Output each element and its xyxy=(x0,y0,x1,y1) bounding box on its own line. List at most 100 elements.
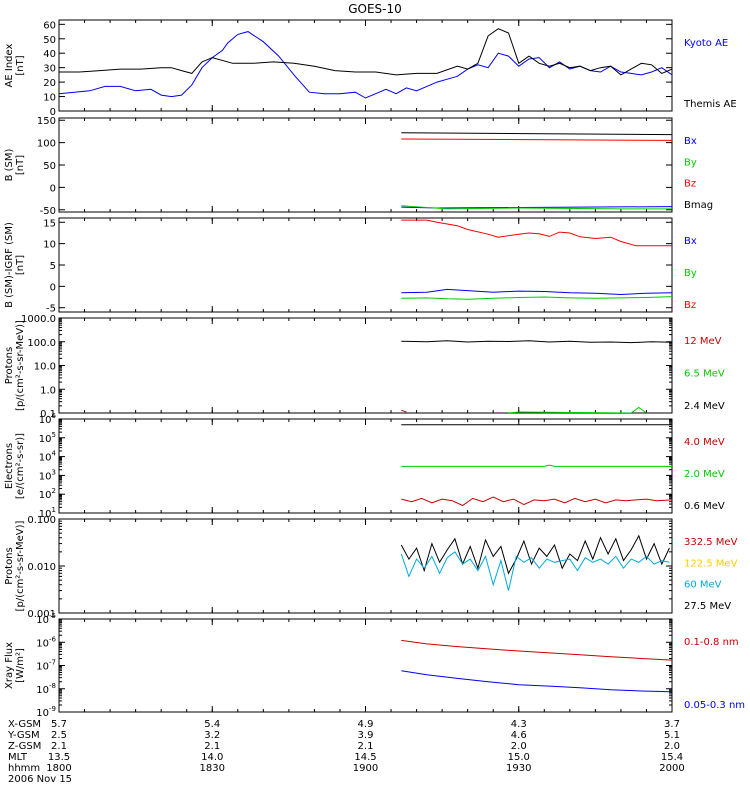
legend-label: 27.5 MeV xyxy=(684,601,731,612)
panel-frame xyxy=(58,19,673,112)
panel-protons2: 0.001 0.010 0.100 Protons [p/(cm²-s-sr-MeV)]… xyxy=(4,515,738,620)
ephem-value: 2.0 xyxy=(511,741,527,752)
y-tick-label: 10 xyxy=(43,240,56,251)
legend-label: 0.05-0.3 nm xyxy=(684,700,745,711)
y-tick-label: 150 xyxy=(37,116,56,127)
series-bx xyxy=(401,288,672,296)
series-12-mev xyxy=(401,409,407,413)
y-tick-label: 104 xyxy=(39,450,57,464)
ephem-value: 13.5 xyxy=(48,752,70,763)
y-tick-label: 0.010 xyxy=(27,562,56,573)
y-tick-label: 101 xyxy=(39,506,56,520)
panel-bsm: -50 0 50 100 150 B (SM) [nT] Bx By Bz Bmag xyxy=(4,116,713,217)
y-axis-unit: [p/(cm²-s-sr-MeV)] xyxy=(15,520,26,611)
series-0-05-0-3-nm xyxy=(401,670,672,693)
ephem-value: 1930 xyxy=(506,763,531,774)
y-tick-label: 0 xyxy=(50,282,56,293)
series-by xyxy=(401,296,672,300)
ephem-value: 14.0 xyxy=(201,752,223,763)
series-bz xyxy=(401,219,672,247)
series-bmag xyxy=(401,132,672,136)
ephem-value: 5.4 xyxy=(204,719,220,730)
y-tick-label: 20 xyxy=(43,78,56,89)
legend-label: Bz xyxy=(684,179,696,190)
legend-label: By xyxy=(684,268,697,279)
panel-xray: 10-9 10-8 10-7 10-6 10-5 Xray Flux [W/m²] 0.1-0… xyxy=(4,612,745,719)
ephem-value: 1900 xyxy=(353,763,378,774)
y-tick-label: -5 xyxy=(46,304,56,315)
series-group xyxy=(401,132,672,210)
ephem-value: 2.5 xyxy=(51,730,67,741)
panel-frame xyxy=(58,117,673,213)
legend-label: Bz xyxy=(684,300,696,311)
y-tick-label: 103 xyxy=(39,468,56,482)
legend-label: Bx xyxy=(684,136,697,147)
y-tick-label: 15 xyxy=(43,218,56,229)
ephem-row-label: X-GSM xyxy=(8,719,41,730)
series-bz xyxy=(401,138,672,141)
ephem-value: 15.0 xyxy=(508,752,530,763)
y-tick-label: 10.0 xyxy=(34,362,56,373)
ephem-value: 3.9 xyxy=(358,730,374,741)
legend-label: 122.5 MeV xyxy=(684,558,738,569)
y-axis-label: B (SM)-IGRF (SM) xyxy=(4,222,15,308)
y-tick-label: 1000.0 xyxy=(21,314,56,325)
y-tick-label: 50 xyxy=(43,35,56,46)
series-bx xyxy=(401,206,672,209)
legend-label: 12 MeV xyxy=(684,336,722,347)
ephem-row-label: Z-GSM xyxy=(8,741,41,752)
panel-frame xyxy=(58,618,673,713)
legend-label: Themis AE xyxy=(683,99,737,110)
y-axis-unit: [nT] xyxy=(15,55,26,75)
legend-label: 332.5 MeV xyxy=(684,537,738,548)
ephem-value: 4.9 xyxy=(358,719,374,730)
ephem-value: 5.1 xyxy=(664,730,680,741)
series-6-5-mev xyxy=(508,406,647,413)
y-tick-label: 100.0 xyxy=(27,338,56,349)
figure-title: GOES-10 xyxy=(348,2,402,16)
y-axis-unit: [nT] xyxy=(15,255,26,275)
y-tick-label: 30 xyxy=(43,64,56,75)
series-2-4-mev xyxy=(401,340,672,344)
ephem-value: 2.1 xyxy=(51,741,67,752)
y-tick-label: 10-6 xyxy=(36,635,56,649)
panel-ae: 0 10 20 30 40 50 60 AE Index [nT] Kyoto AE Themis … xyxy=(4,19,737,118)
ephem-value: 15.4 xyxy=(661,752,683,763)
ephem-value: 2.1 xyxy=(358,741,374,752)
panel-electrons: 101 102 103 104 105 106 Electrons [e/(cm²-s-sr)… xyxy=(4,412,725,520)
series-group xyxy=(401,219,672,300)
ephem-value: 5.7 xyxy=(51,719,67,730)
series-group xyxy=(401,639,672,693)
ephem-value: 1800 xyxy=(46,763,71,774)
y-tick-label: 106 xyxy=(39,412,57,426)
ephem-value: 2.1 xyxy=(204,741,220,752)
legend-label: Kyoto AE xyxy=(684,38,728,49)
y-tick-label: 10-8 xyxy=(36,682,56,696)
y-tick-label: 1.0 xyxy=(40,385,56,396)
ephem-row-label: Y-GSM xyxy=(7,730,40,741)
ephemeris-table: X-GSM 5.7 5.4 4.9 4.3 3.7 Y-GSM 2.5 3.2 3.9 4.6 5.1… xyxy=(7,719,685,785)
legend-label: 2.0 MeV xyxy=(684,469,725,480)
series-2-0-mev xyxy=(401,464,672,467)
panel-protons1: 0.1 1.0 10.0 100.0 1000.0 Protons [p/(cm²-s-sr… xyxy=(4,314,725,420)
ephem-row-label: MLT xyxy=(8,752,28,763)
ephem-row-label: hhmm xyxy=(8,763,40,774)
ephem-value: 4.6 xyxy=(511,730,527,741)
y-axis-label: Protons xyxy=(4,547,15,584)
series-group xyxy=(59,28,672,99)
y-tick-label: 10-7 xyxy=(36,659,56,673)
y-tick-label: 102 xyxy=(39,487,56,501)
ephem-value: 2.0 xyxy=(664,741,680,752)
y-tick-label: 50 xyxy=(43,161,56,172)
y-axis-label: B (SM) xyxy=(4,148,15,181)
ephem-date: 2006 Nov 15 xyxy=(8,774,72,785)
y-axis-label: AE Index xyxy=(4,43,15,87)
legend-label: 60 MeV xyxy=(684,580,722,591)
legend-label: 2.4 MeV xyxy=(684,401,725,412)
legend-label: Bmag xyxy=(684,200,713,211)
ephem-value: 3.7 xyxy=(664,719,680,730)
y-axis-label: Xray Flux xyxy=(4,642,15,689)
ephem-value: 4.3 xyxy=(511,719,527,730)
series-group xyxy=(401,424,672,507)
